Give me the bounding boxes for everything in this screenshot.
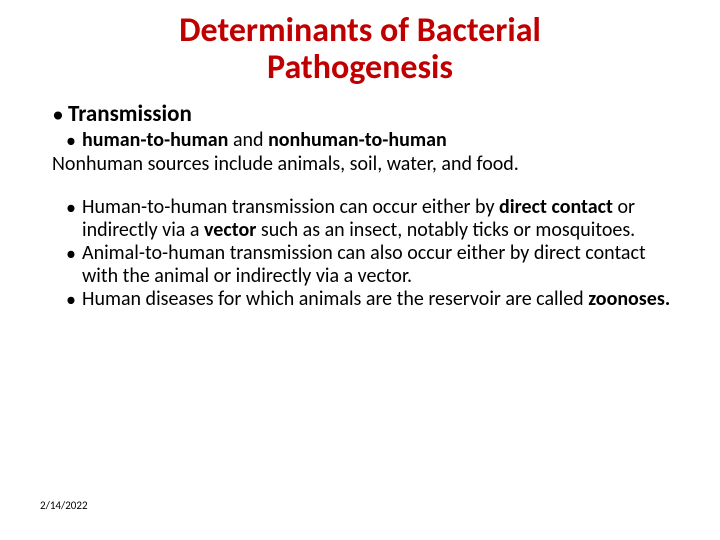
section-heading: Transmission [68, 101, 192, 127]
bullet-text: Human-to-human transmission can occur ei… [82, 196, 680, 242]
sub-bullet-text: human-to-human and nonhuman-to-human [82, 129, 447, 152]
plain-text: Human diseases for which animals are the… [82, 287, 588, 311]
bold-text: zoonoses. [588, 287, 670, 311]
bullet-dot: • [40, 101, 68, 129]
bullet-text: Human diseases for which animals are the… [82, 288, 670, 311]
plain-text: and [228, 128, 268, 152]
slide-title: Determinants of Bacterial Pathogenesis [0, 0, 720, 87]
bullet-dot: • [56, 242, 82, 266]
bold-text: direct contact [499, 195, 613, 219]
bold-text: vector [204, 218, 256, 242]
bullet-dot: • [56, 196, 82, 220]
plain-text: such as an insect, notably ticks or mosq… [256, 218, 635, 242]
bold-text: human-to-human [82, 128, 228, 152]
bullet-dot: • [56, 288, 82, 312]
bullet-sub-human: • human-to-human and nonhuman-to-human [56, 129, 680, 153]
bullet-text: Animal-to-human transmission can also oc… [82, 242, 680, 288]
plain-text: Human-to-human transmission can occur ei… [82, 195, 499, 219]
bullet-zoonoses: • Human diseases for which animals are t… [56, 288, 680, 312]
slide-date: 2/14/2022 [40, 499, 88, 512]
bullet-dot: • [56, 129, 82, 153]
slide-body: • Transmission • human-to-human and nonh… [0, 87, 720, 312]
bullet-animal-to-human: • Animal-to-human transmission can also … [56, 242, 680, 288]
sub-line-sources: Nonhuman sources include animals, soil, … [52, 153, 680, 176]
bullet-human-to-human: • Human-to-human transmission can occur … [56, 196, 680, 242]
bullet-transmission: • Transmission [40, 101, 680, 129]
bold-text: nonhuman-to-human [268, 128, 447, 152]
spacer [40, 176, 680, 196]
